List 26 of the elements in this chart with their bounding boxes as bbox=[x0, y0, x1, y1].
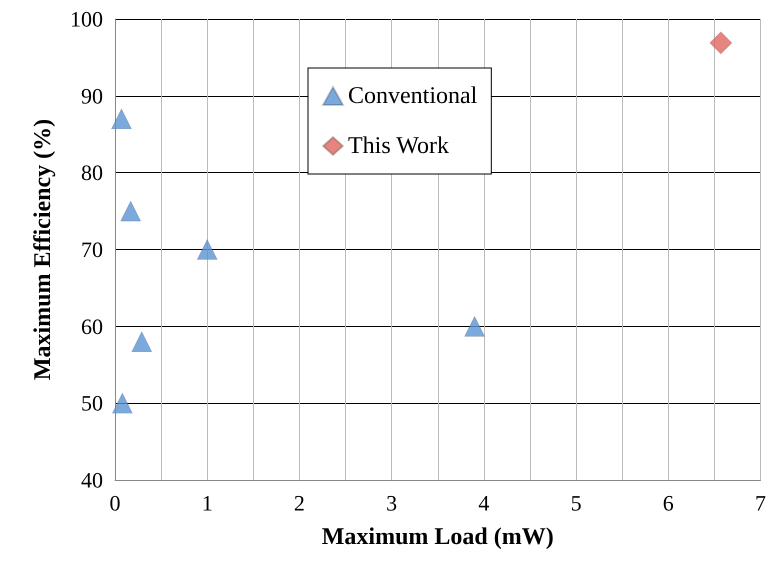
point bbox=[112, 392, 133, 414]
y-axis-title: Maximum Efficiency (%) bbox=[30, 118, 56, 380]
point bbox=[464, 316, 485, 337]
x-tick-label: 7 bbox=[755, 490, 766, 516]
y-tick-label: 60 bbox=[81, 314, 103, 339]
legend-label: Conventional bbox=[348, 83, 478, 109]
point bbox=[120, 200, 141, 222]
point bbox=[131, 331, 152, 352]
point bbox=[196, 239, 218, 260]
x-tick-label: 1 bbox=[202, 490, 213, 516]
x-tick-label: 4 bbox=[478, 490, 490, 516]
y-tick-label: 70 bbox=[81, 237, 103, 262]
legend-label: This Work bbox=[348, 133, 449, 159]
x-axis-title: Maximum Load (mW) bbox=[322, 524, 554, 550]
x-tick-label: 5 bbox=[570, 490, 582, 516]
point bbox=[111, 108, 132, 130]
x-tick-label: 3 bbox=[386, 490, 398, 516]
x-tick-label: 6 bbox=[662, 490, 674, 516]
y-tick-label: 90 bbox=[81, 83, 103, 108]
y-tick-label: 50 bbox=[81, 390, 103, 416]
y-tick-label: 40 bbox=[81, 468, 103, 492]
x-tick-label: 0 bbox=[110, 490, 120, 516]
y-tick-label: 100 bbox=[70, 6, 103, 32]
x-tick-label: 2 bbox=[294, 490, 305, 516]
point bbox=[710, 32, 732, 54]
y-tick-label: 80 bbox=[81, 160, 103, 186]
